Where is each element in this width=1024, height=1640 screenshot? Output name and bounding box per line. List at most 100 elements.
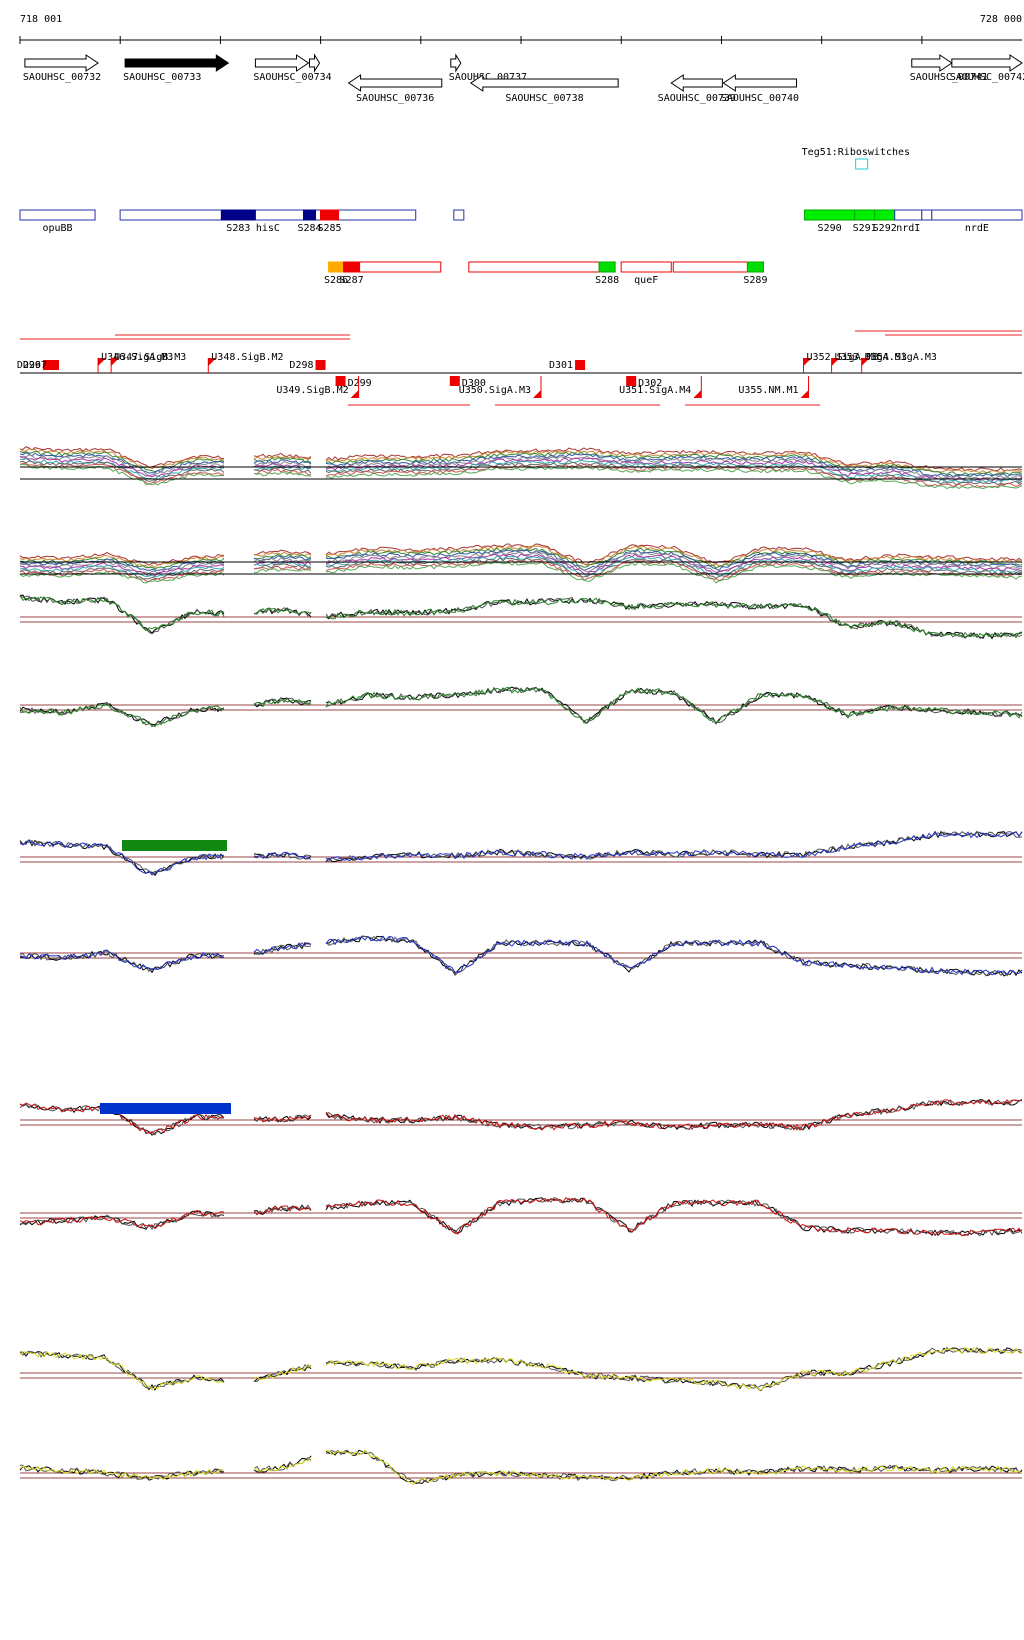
promoter-flag bbox=[861, 358, 870, 366]
feature-marker bbox=[42, 360, 53, 370]
track-line-colored bbox=[19, 686, 1023, 728]
segment-box bbox=[343, 261, 361, 273]
gene-arrow bbox=[450, 53, 462, 73]
gene-label: SAOUHSC_00732 bbox=[23, 72, 101, 83]
segment-box bbox=[854, 209, 876, 221]
segment-label: S291 bbox=[853, 223, 877, 234]
gene-arrow bbox=[670, 74, 723, 92]
gene-arrow bbox=[309, 53, 321, 73]
track-line-colored bbox=[19, 595, 1023, 639]
segment-box bbox=[453, 209, 465, 221]
segment-box bbox=[468, 261, 600, 273]
gene-arrow bbox=[254, 54, 310, 72]
gene-arrow bbox=[951, 54, 1023, 72]
promoter-flag bbox=[803, 358, 812, 366]
segment-label: S284 bbox=[297, 223, 321, 234]
gene-arrow bbox=[469, 74, 619, 92]
overlay-line bbox=[19, 561, 1023, 584]
segment-box bbox=[672, 261, 748, 273]
promoter-flag bbox=[208, 358, 217, 366]
feature-label: U351.SigA.M4 bbox=[619, 385, 691, 396]
riboswitch-label: Teg51:Riboswitches bbox=[802, 147, 910, 158]
gene-label: SAOUHSC_00737 bbox=[449, 72, 527, 83]
feature-marker bbox=[315, 360, 326, 370]
segment-label: hisC bbox=[256, 223, 280, 234]
feature-label: D298 bbox=[289, 360, 313, 371]
expression-tracks bbox=[19, 446, 1023, 1486]
coordinate-axis: 718 001 728 000 bbox=[19, 14, 1022, 44]
segment-box bbox=[894, 209, 923, 221]
track-line-colored bbox=[19, 1099, 1023, 1135]
segment-box bbox=[931, 209, 1023, 221]
gene-arrow bbox=[124, 54, 230, 72]
track-line-colored bbox=[19, 1449, 1023, 1486]
segment-label: S292 bbox=[873, 223, 897, 234]
gene-arrow bbox=[347, 74, 443, 92]
track-line-colored bbox=[19, 830, 1023, 876]
feature-label: D299 bbox=[348, 378, 372, 389]
terminator-flag bbox=[693, 390, 702, 398]
segment-label: nrdI bbox=[896, 223, 920, 234]
track-line-colored bbox=[19, 1196, 1023, 1237]
track-line-colored bbox=[19, 935, 1023, 976]
segment-box bbox=[804, 209, 856, 221]
segment-box bbox=[874, 209, 896, 221]
gene-label: SAOUHSC_00736 bbox=[356, 93, 434, 104]
gene-arrow bbox=[24, 54, 99, 72]
gene-label: SAOUHSC_00741 bbox=[910, 72, 988, 83]
feature-label: U353.SigA.M3 bbox=[835, 352, 907, 363]
gene-label: SAOUHSC_00733 bbox=[123, 72, 201, 83]
segment-label: S285 bbox=[318, 223, 342, 234]
track-line-gray bbox=[19, 830, 1023, 875]
segment-box bbox=[302, 209, 317, 221]
terminator-flag bbox=[532, 390, 541, 398]
coord-start-label: 718 001 bbox=[20, 14, 62, 25]
track-line-gray bbox=[19, 935, 1023, 977]
segment-box bbox=[620, 261, 672, 273]
track-line-gray bbox=[19, 686, 1023, 728]
segment-box bbox=[359, 261, 442, 273]
segment-label: nrdE bbox=[965, 223, 989, 234]
segment-label: S287 bbox=[340, 275, 364, 286]
overlay-line bbox=[19, 555, 1023, 578]
feature-label: U348.SigB.M2 bbox=[211, 352, 283, 363]
segment-label: S290 bbox=[818, 223, 842, 234]
segment-label: S283 bbox=[226, 223, 250, 234]
segment-box bbox=[598, 261, 616, 273]
terminator-flag bbox=[350, 390, 359, 398]
gene-arrow bbox=[911, 54, 953, 72]
segment-box bbox=[328, 261, 345, 273]
promoter-flag bbox=[111, 358, 120, 366]
gene-arrow bbox=[722, 74, 798, 92]
track-line-colored bbox=[19, 1346, 1023, 1391]
promoter-flag bbox=[831, 358, 840, 366]
promoter-flag bbox=[98, 358, 107, 366]
feature-label: U346.SigA.M3 bbox=[101, 352, 173, 363]
segment-box bbox=[921, 209, 933, 221]
track-line-black bbox=[19, 935, 1023, 977]
overlay-line bbox=[19, 446, 1023, 472]
segment-box bbox=[220, 209, 256, 221]
feature-marker bbox=[449, 376, 460, 386]
feature-label: U352.SigA.M3 bbox=[807, 352, 879, 363]
riboswitch-box bbox=[855, 158, 869, 170]
feature-label: U355.NM.M1 bbox=[738, 385, 798, 396]
segment-box bbox=[746, 261, 764, 273]
gene-track: SAOUHSC_00732 SAOUHSC_00733 SAOUHSC_00734 S… bbox=[23, 53, 1024, 104]
segment-box bbox=[119, 209, 417, 221]
feature-label: U347.SigB.M3 bbox=[114, 352, 186, 363]
feature-marker bbox=[575, 360, 586, 370]
segment-box bbox=[19, 209, 96, 221]
segment-label: opuBB bbox=[42, 223, 72, 234]
coord-end-label: 728 000 bbox=[980, 14, 1022, 25]
gene-label: SAOUHSC_00740 bbox=[721, 93, 799, 104]
feature-marker bbox=[48, 360, 59, 370]
feature-label: U349.SigB.M2 bbox=[276, 385, 348, 396]
feature-label: D300 bbox=[462, 378, 486, 389]
feature-marker bbox=[626, 376, 637, 386]
feature-label: D302 bbox=[638, 378, 662, 389]
legend-bar-blue bbox=[100, 1103, 231, 1114]
riboswitch-track: Teg51:Riboswitches bbox=[802, 147, 910, 170]
